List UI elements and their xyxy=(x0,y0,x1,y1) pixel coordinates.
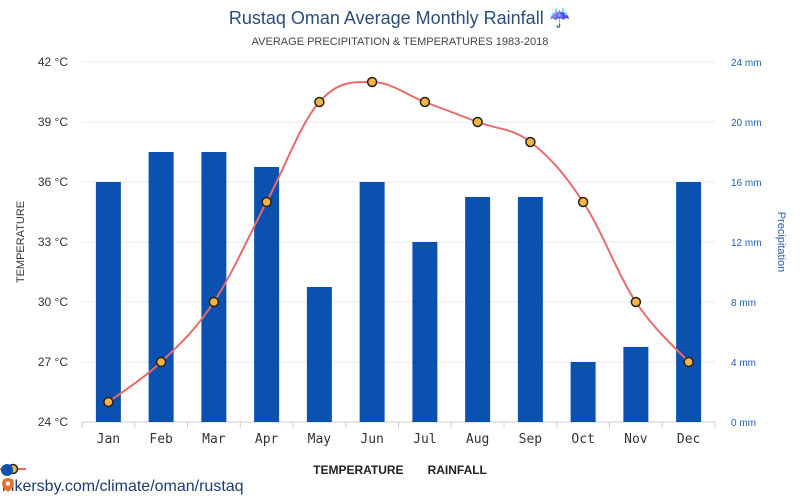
legend[interactable]: TEMPERATURE RAINFALL xyxy=(0,463,800,477)
x-tick-label: Jul xyxy=(413,432,436,447)
rainfall-bar[interactable] xyxy=(570,362,596,422)
x-tick-label: Aug xyxy=(466,432,489,447)
x-tick-label: Apr xyxy=(255,432,279,447)
x-tick-label: Dec xyxy=(677,432,700,447)
temperature-point[interactable] xyxy=(314,96,325,108)
legend-temperature-label: TEMPERATURE xyxy=(313,463,404,477)
x-tick-label: Jun xyxy=(360,432,383,447)
y-right-tick-label: 0 mm xyxy=(731,418,756,429)
legend-item-rainfall[interactable]: RAINFALL xyxy=(1,463,487,477)
source-link[interactable]: hikersby.com/climate/oman/rustaq xyxy=(2,478,244,496)
chart-subtitle: AVERAGE PRECIPITATION & TEMPERATURES 198… xyxy=(251,36,549,48)
legend-rainfall-icon xyxy=(1,464,13,476)
x-tick-label: Sep xyxy=(519,432,543,447)
x-tick-label: Jan xyxy=(97,432,120,447)
y-left-axis-title: TEMPERATURE xyxy=(15,201,27,283)
x-tick-label: Nov xyxy=(624,432,648,447)
rainfall-bar[interactable] xyxy=(412,242,438,422)
temperature-point[interactable] xyxy=(683,356,694,368)
temperature-point[interactable] xyxy=(419,96,431,108)
y-left-tick-label: 33 °C xyxy=(38,235,68,249)
temperature-point[interactable] xyxy=(208,296,220,308)
y-right-axis-title: Precipitation xyxy=(775,212,787,273)
y-left-tick-label: 27 °C xyxy=(38,355,68,369)
chart-title: Rustaq Oman Average Monthly Rainfall ☔ xyxy=(0,8,800,29)
x-tick-label: May xyxy=(308,432,332,447)
temperature-point[interactable] xyxy=(577,196,589,208)
temperature-point[interactable] xyxy=(366,76,378,88)
rainfall-bar[interactable] xyxy=(517,197,543,422)
y-left-tick-label: 30 °C xyxy=(38,295,68,309)
temperature-point[interactable] xyxy=(630,296,642,308)
y-left-tick-label: 36 °C xyxy=(38,175,68,189)
temperature-line xyxy=(107,80,690,403)
y-right-tick-label: 4 mm xyxy=(731,358,756,369)
y-left-tick-label: 39 °C xyxy=(38,115,68,129)
rainfall-bar[interactable] xyxy=(623,347,649,422)
temperature-point[interactable] xyxy=(525,136,536,148)
rainfall-bar[interactable] xyxy=(465,197,491,422)
legend-rainfall-label: RAINFALL xyxy=(427,463,487,477)
rainfall-bar[interactable] xyxy=(306,287,332,422)
y-right-tick-label: 24 mm xyxy=(731,58,762,69)
temperature-point[interactable] xyxy=(261,196,272,208)
y-right-tick-label: 16 mm xyxy=(731,178,762,189)
temperature-point[interactable] xyxy=(472,116,483,128)
chart-title-text: Rustaq Oman Average Monthly Rainfall xyxy=(228,8,544,28)
x-tick-label: Oct xyxy=(571,432,594,447)
y-left-tick-label: 42 °C xyxy=(38,55,68,69)
legend-item-temperature[interactable]: TEMPERATURE xyxy=(0,463,404,477)
temperature-point[interactable] xyxy=(103,396,114,408)
rainfall-bar[interactable] xyxy=(359,182,385,422)
location-pin-icon xyxy=(2,478,14,492)
umbrella-icon: ☔ xyxy=(548,8,572,28)
x-tick-label: Feb xyxy=(149,432,173,447)
y-right-tick-label: 20 mm xyxy=(731,118,762,129)
x-tick-label: Mar xyxy=(202,432,226,447)
rainfall-bar[interactable] xyxy=(148,152,174,422)
source-text: hikersby.com/climate/oman/rustaq xyxy=(2,478,244,495)
y-right-tick-label: 12 mm xyxy=(731,238,762,249)
rainfall-bar[interactable] xyxy=(676,182,702,422)
rainfall-bar[interactable] xyxy=(95,182,121,422)
rainfall-bar[interactable] xyxy=(254,167,280,422)
y-left-tick-label: 24 °C xyxy=(38,415,68,429)
y-right-tick-label: 8 mm xyxy=(731,298,756,309)
temperature-point[interactable] xyxy=(155,356,167,368)
